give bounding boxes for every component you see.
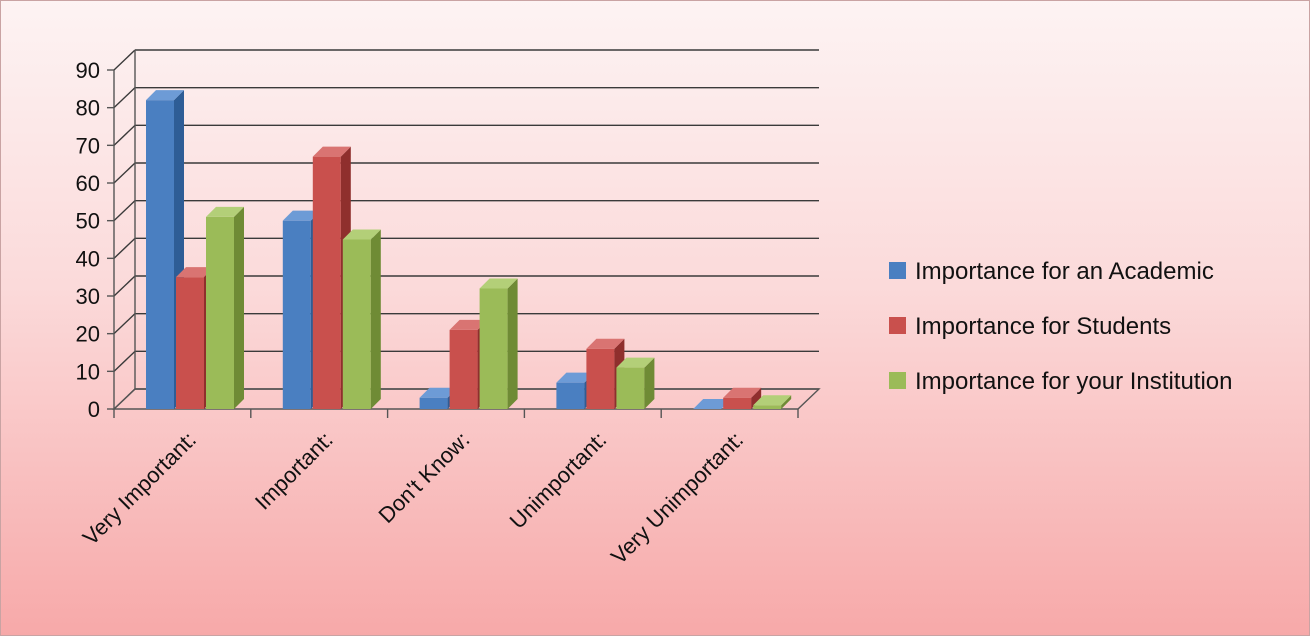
bar-side <box>751 387 762 409</box>
bar-front <box>479 288 508 409</box>
bar-side <box>781 395 792 409</box>
y-tick-label: 0 <box>88 397 100 422</box>
bar-top <box>342 229 381 240</box>
x-category-label: Unimportant: <box>505 427 612 534</box>
bar-top <box>206 206 244 217</box>
bar-front <box>556 382 585 409</box>
bar-front <box>753 405 782 409</box>
bar-top <box>556 372 595 383</box>
bar-top <box>616 357 655 368</box>
bar-top <box>753 395 792 406</box>
legend-entry: Importance for an Academic <box>889 258 1214 285</box>
wall-gridline <box>113 49 136 71</box>
bar-front <box>449 329 478 409</box>
legend-swatch <box>889 372 906 389</box>
x-category-label: Very Unimportant: <box>606 427 748 569</box>
bar-front <box>146 100 174 409</box>
bar <box>753 395 792 409</box>
legend-swatch <box>889 262 906 279</box>
x-category-label: Don't Know: <box>373 427 474 528</box>
wall-gridline <box>113 237 136 259</box>
bar-top <box>419 387 458 398</box>
bar <box>479 278 518 409</box>
bar <box>282 210 321 409</box>
bar-front <box>312 156 341 409</box>
legend-label: Importance for Students <box>915 313 1171 340</box>
bar-front <box>723 397 752 409</box>
bars <box>146 90 792 410</box>
y-tick-label: 20 <box>76 322 100 347</box>
legend-label: Importance for an Academic <box>915 258 1214 285</box>
bar-front <box>419 397 448 409</box>
legend: Importance for an Academic Importance for… <box>889 258 1232 395</box>
x-category-label: Important: <box>250 427 338 515</box>
bar <box>342 229 381 409</box>
bar-top <box>176 267 214 278</box>
wall-gridline <box>113 124 136 146</box>
bar-top <box>146 90 184 101</box>
bar-front <box>176 277 204 409</box>
bar-front <box>586 348 615 409</box>
bar-side <box>644 357 655 409</box>
wall-gridline <box>113 162 136 184</box>
bar-front <box>206 216 234 409</box>
y-tick-label: 70 <box>76 133 100 158</box>
bar-top <box>693 399 732 409</box>
x-category-label: Very Important: <box>78 427 201 550</box>
legend-entry: Importance for your Institution <box>889 368 1232 395</box>
wall-gridline <box>113 275 136 297</box>
bar-side <box>234 206 244 409</box>
x-axis-labels: Very Important: Important: Don't Know: Unim… <box>78 427 748 569</box>
y-tick-label: 40 <box>76 246 100 271</box>
bar-side <box>370 229 381 409</box>
bar <box>616 357 655 409</box>
legend-entry: Importance for Students <box>889 313 1171 340</box>
bar-front <box>616 367 645 409</box>
bar <box>693 399 732 410</box>
y-tick-label: 80 <box>76 96 100 121</box>
wall-gridline <box>113 87 136 109</box>
bar <box>586 338 625 409</box>
bar-top <box>723 387 762 398</box>
legend-swatch <box>889 317 906 334</box>
y-tick-label: 60 <box>76 171 100 196</box>
grid-layer <box>112 49 821 410</box>
y-tick-label: 30 <box>76 284 100 309</box>
bar-top <box>312 146 351 157</box>
bar-top <box>282 210 321 221</box>
y-tick-label: 50 <box>76 209 100 234</box>
bar-side <box>507 278 518 409</box>
y-tick-label: 10 <box>76 359 100 384</box>
legend-label: Importance for your Institution <box>915 368 1232 395</box>
wall-gridline <box>113 313 136 335</box>
bar-top <box>586 338 625 349</box>
wall-gridline <box>113 350 136 372</box>
bar <box>206 206 244 409</box>
bar-top <box>479 278 518 289</box>
y-tick-label: 90 <box>76 58 100 83</box>
bar-front <box>282 220 311 409</box>
wall-gridline <box>113 200 136 222</box>
bar-top <box>449 319 488 330</box>
y-axis-ticks: 0 10 20 30 40 50 60 70 80 90 <box>76 58 799 422</box>
bar <box>723 387 762 409</box>
bar-front <box>342 239 371 409</box>
